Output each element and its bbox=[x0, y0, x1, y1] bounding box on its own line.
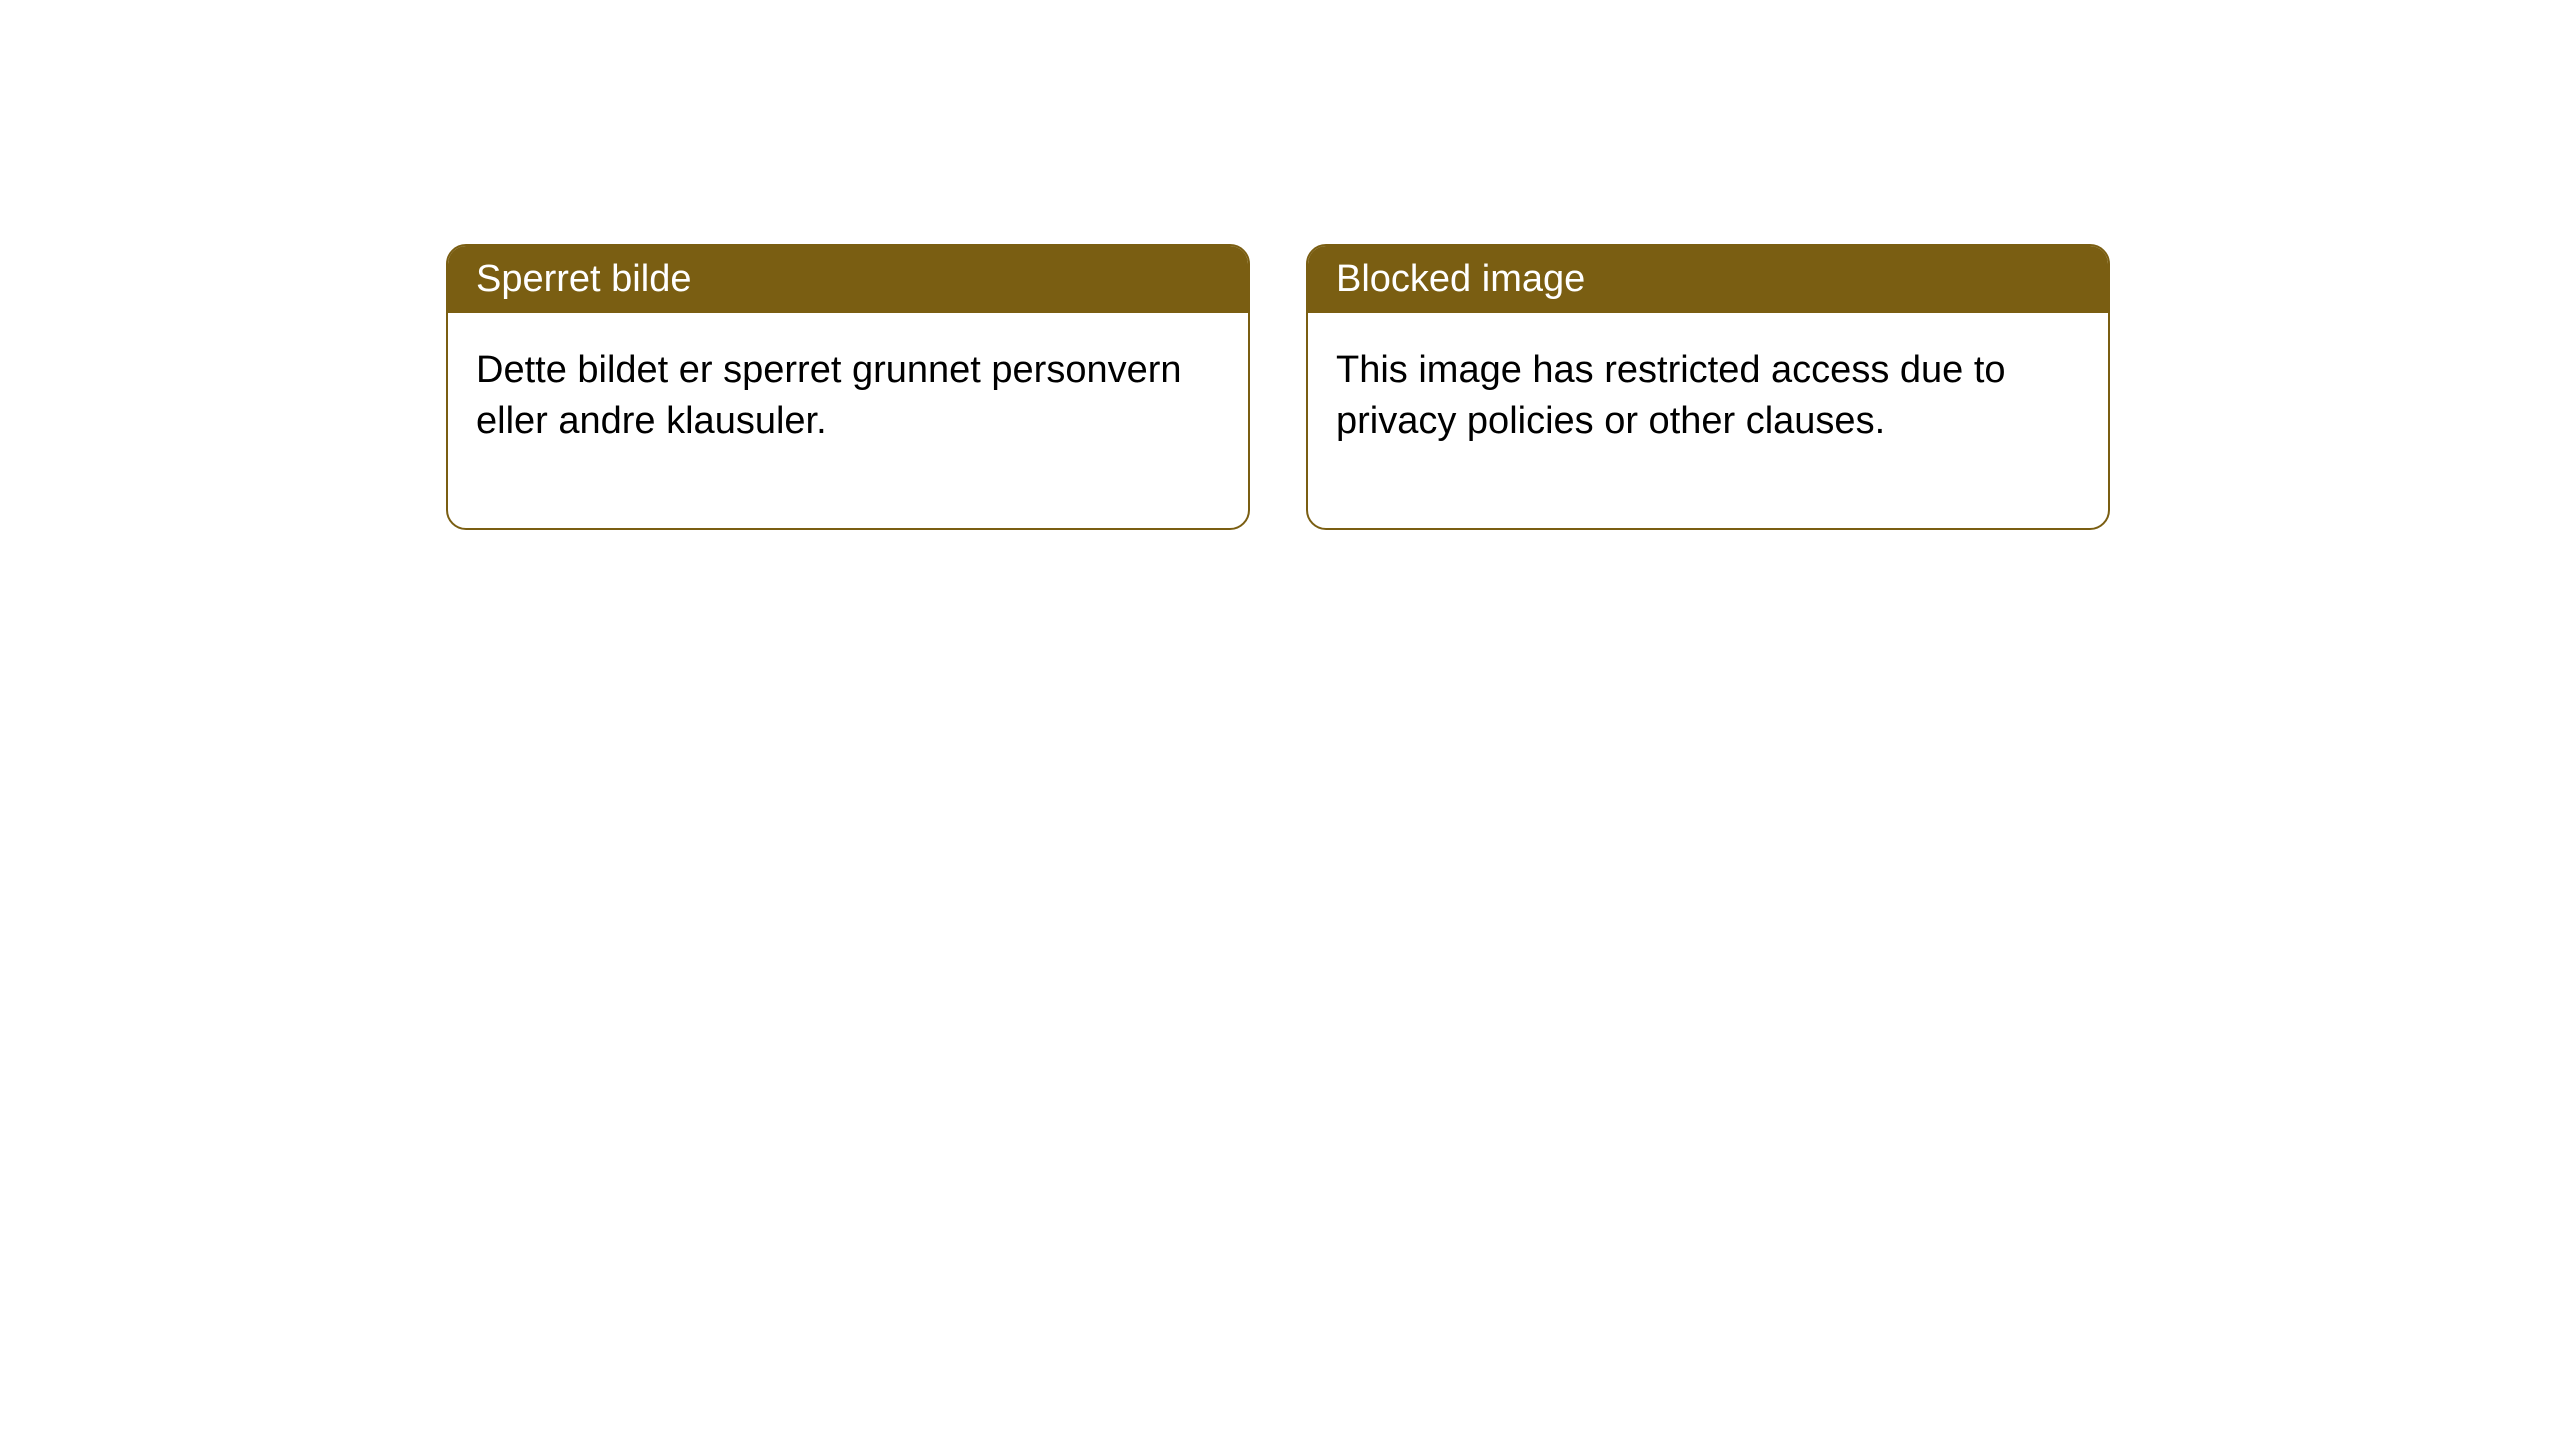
notice-card-english: Blocked image This image has restricted … bbox=[1306, 244, 2110, 530]
notice-container: Sperret bilde Dette bildet er sperret gr… bbox=[0, 0, 2560, 530]
notice-card-norwegian: Sperret bilde Dette bildet er sperret gr… bbox=[446, 244, 1250, 530]
notice-title: Sperret bilde bbox=[448, 246, 1248, 313]
notice-title: Blocked image bbox=[1308, 246, 2108, 313]
notice-body: This image has restricted access due to … bbox=[1308, 313, 2108, 528]
notice-body: Dette bildet er sperret grunnet personve… bbox=[448, 313, 1248, 528]
